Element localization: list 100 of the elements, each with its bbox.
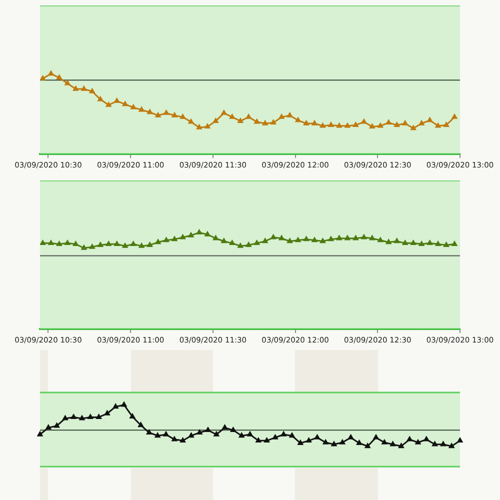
point	[64, 80, 70, 86]
point	[122, 101, 128, 106]
point	[96, 414, 102, 420]
point	[320, 238, 326, 244]
point	[256, 438, 262, 443]
point	[154, 432, 160, 438]
point	[328, 236, 334, 242]
point	[121, 402, 127, 407]
point	[205, 427, 211, 432]
point	[378, 237, 384, 242]
point	[452, 114, 458, 119]
point	[448, 443, 454, 448]
point	[278, 235, 284, 240]
point	[172, 436, 178, 442]
point	[386, 239, 392, 244]
point	[146, 430, 152, 434]
point	[390, 441, 396, 446]
point	[254, 118, 260, 124]
point	[48, 70, 54, 76]
point	[54, 422, 60, 428]
point	[289, 432, 295, 438]
point	[222, 424, 228, 430]
point	[270, 234, 276, 240]
point	[73, 241, 78, 246]
point	[106, 241, 112, 246]
point	[457, 438, 463, 443]
point	[415, 440, 421, 444]
point	[295, 117, 301, 122]
point	[378, 122, 384, 128]
point	[398, 443, 404, 448]
point	[88, 414, 94, 420]
point	[406, 436, 412, 442]
point	[48, 240, 54, 246]
point	[344, 122, 350, 128]
point	[418, 241, 424, 246]
point	[56, 74, 62, 80]
point	[264, 438, 270, 443]
point	[188, 432, 194, 438]
point	[336, 122, 342, 128]
point	[331, 441, 337, 446]
point	[435, 241, 441, 246]
point	[353, 235, 358, 240]
point	[62, 415, 68, 420]
point	[306, 438, 312, 443]
point	[386, 120, 392, 125]
point	[138, 422, 144, 428]
point	[254, 240, 260, 246]
point	[427, 240, 432, 246]
point	[402, 240, 408, 246]
point	[40, 240, 46, 246]
point	[230, 240, 235, 246]
point	[130, 104, 136, 110]
point	[262, 238, 268, 244]
point	[98, 96, 104, 102]
point	[230, 427, 236, 432]
point	[238, 432, 244, 438]
point	[112, 404, 118, 409]
point	[138, 106, 144, 112]
point	[370, 235, 375, 240]
point	[64, 240, 70, 246]
point	[373, 434, 379, 440]
point	[361, 118, 367, 124]
point	[164, 237, 169, 242]
point	[432, 441, 438, 446]
point	[56, 241, 62, 246]
point	[130, 241, 136, 246]
point	[410, 125, 416, 130]
point	[304, 236, 309, 242]
point	[287, 238, 292, 244]
point	[90, 88, 95, 94]
point	[180, 234, 186, 240]
point	[370, 124, 375, 129]
point	[427, 117, 432, 122]
point	[361, 234, 367, 240]
point	[204, 124, 210, 129]
point	[196, 430, 202, 434]
point	[452, 241, 458, 246]
point	[344, 235, 350, 240]
point	[221, 238, 227, 244]
point	[295, 237, 301, 242]
point	[213, 235, 218, 240]
point	[424, 436, 430, 442]
point	[410, 240, 416, 246]
point	[188, 118, 194, 124]
point	[394, 238, 400, 244]
point	[270, 120, 276, 125]
point	[435, 122, 441, 128]
point	[79, 415, 85, 420]
point	[364, 443, 370, 448]
point	[336, 235, 342, 240]
point	[320, 122, 326, 128]
point	[114, 241, 120, 246]
point	[440, 441, 446, 446]
point	[70, 414, 76, 420]
point	[172, 236, 178, 242]
point	[180, 438, 186, 443]
point	[46, 424, 52, 430]
point	[155, 239, 161, 244]
point	[312, 237, 318, 242]
point	[147, 109, 152, 114]
